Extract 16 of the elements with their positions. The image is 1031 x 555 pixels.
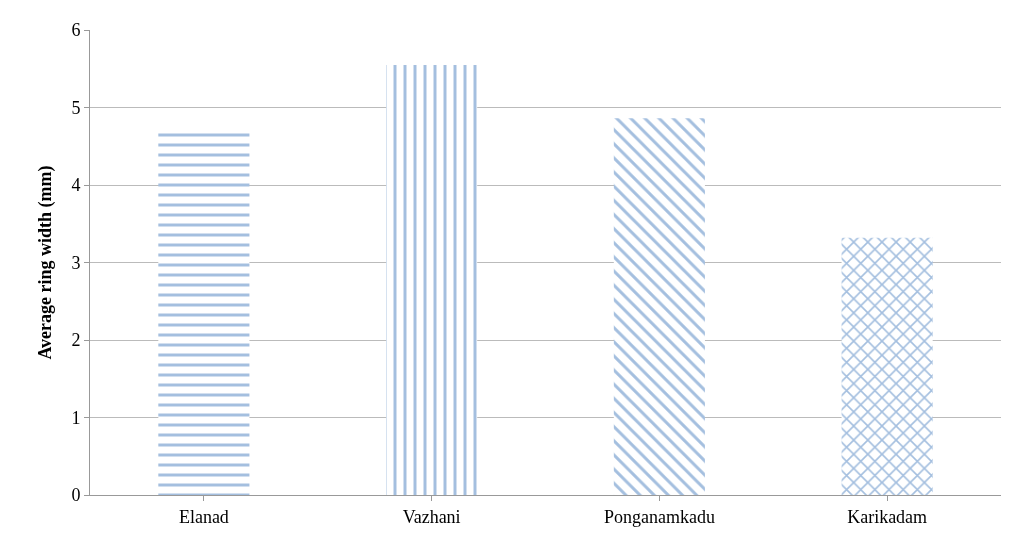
- y-tick-label: 0: [71, 485, 81, 506]
- x-tick-label: Karikadam: [847, 506, 928, 527]
- y-tick-label: 6: [71, 20, 81, 41]
- bar: [841, 237, 933, 495]
- y-tick-label: 2: [71, 330, 81, 351]
- y-tick-label: 5: [71, 97, 81, 118]
- y-tick-label: 3: [71, 252, 81, 273]
- bar: [386, 64, 478, 495]
- y-tick-label: 1: [71, 407, 81, 428]
- x-tick-label: Ponganamkadu: [603, 506, 715, 527]
- x-tick-label: Elanad: [178, 506, 229, 527]
- y-tick-label: 4: [71, 175, 81, 196]
- y-axis-title: Average ring width (mm): [34, 165, 56, 360]
- bar: [613, 118, 705, 495]
- bar: [158, 132, 250, 495]
- x-tick-label: Vazhani: [402, 506, 461, 527]
